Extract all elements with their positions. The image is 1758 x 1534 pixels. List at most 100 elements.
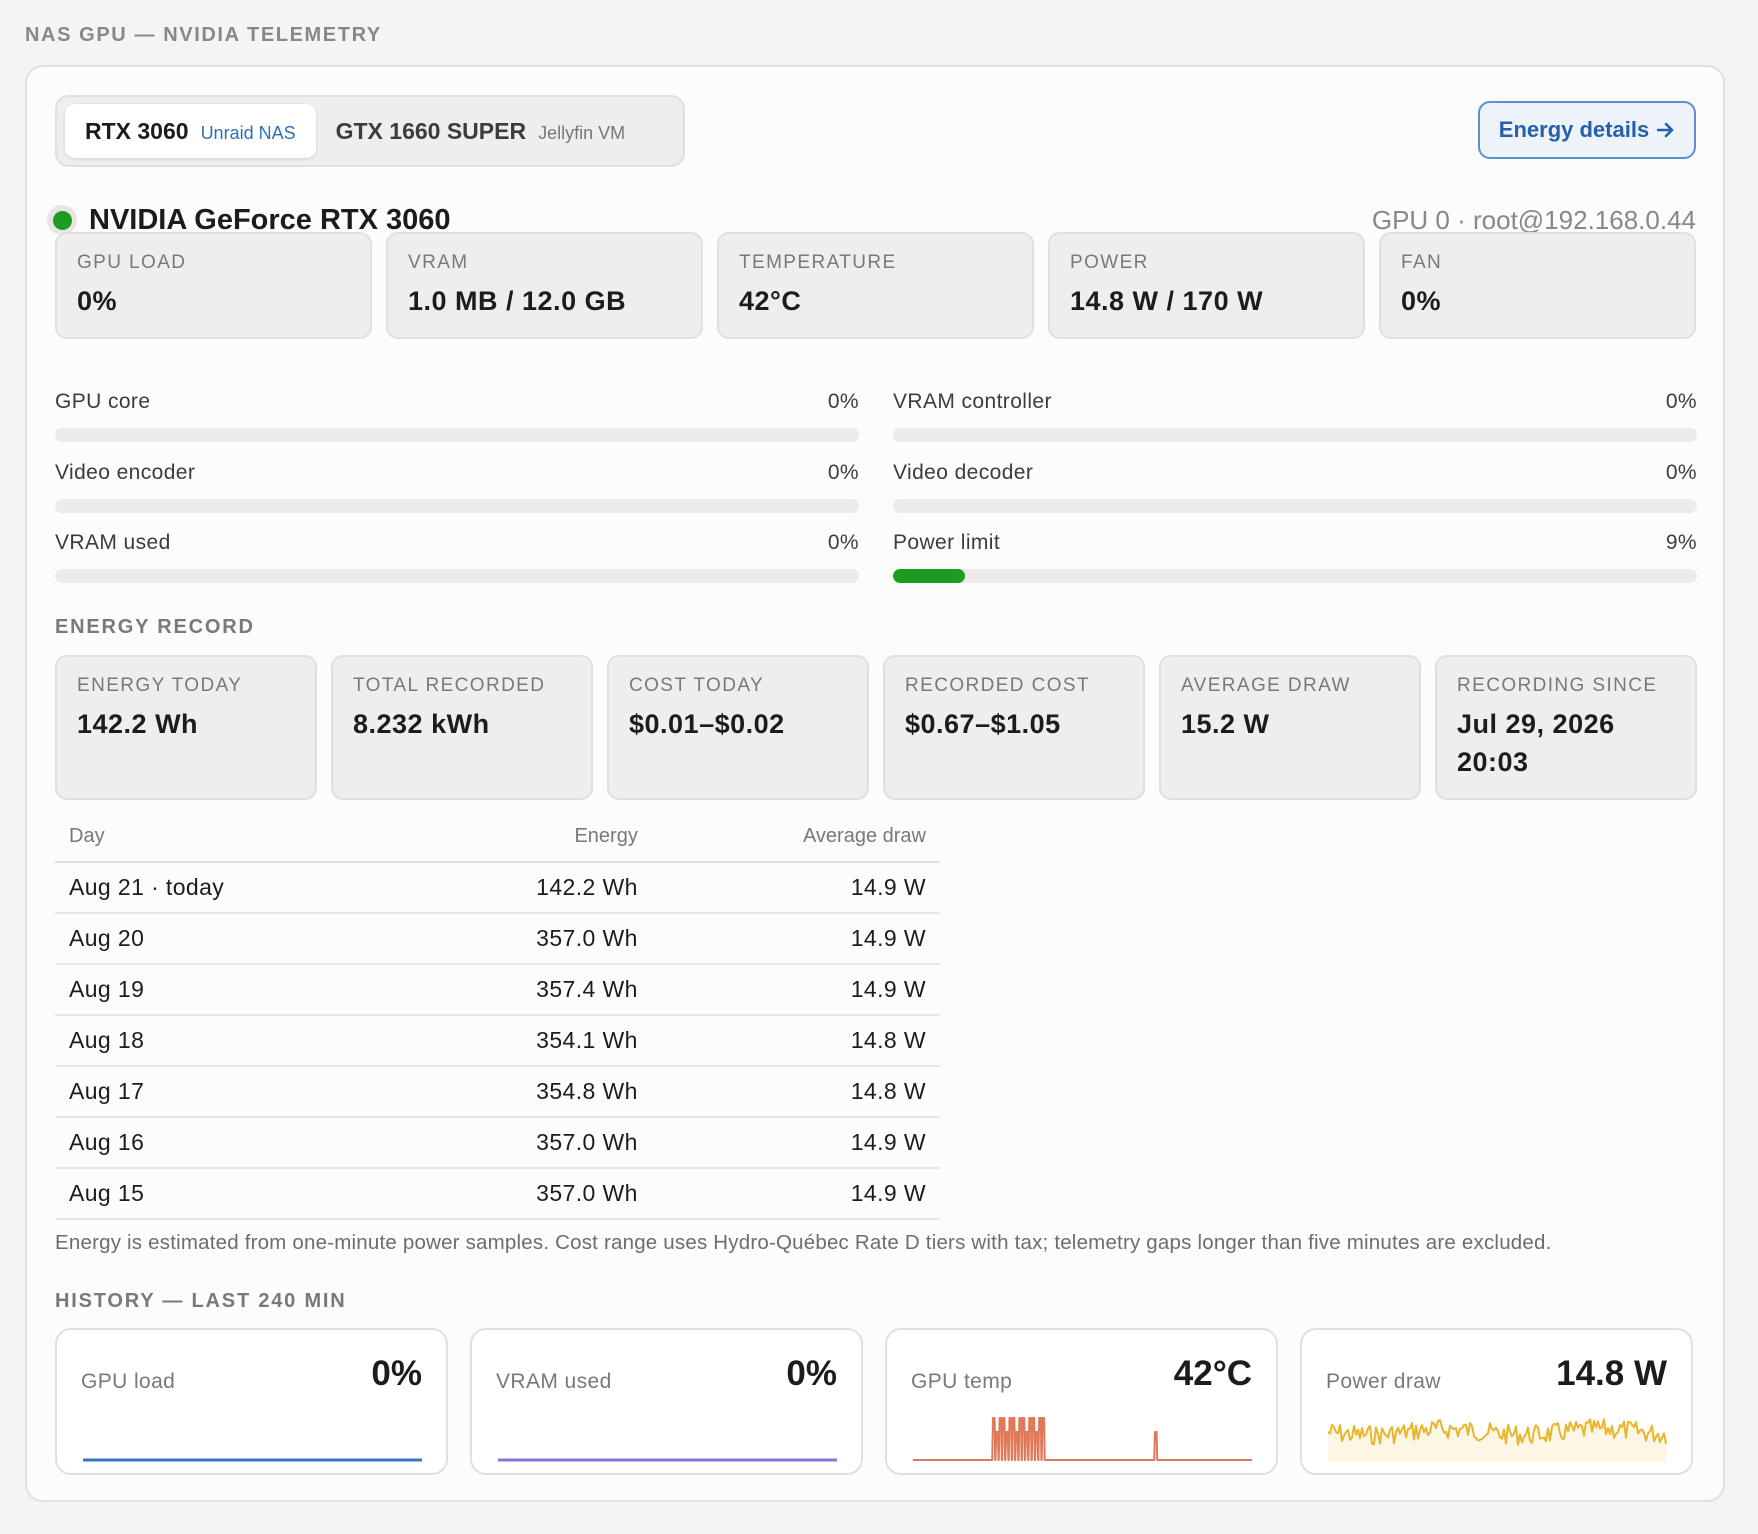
bar-label: Video encoder <box>55 461 196 484</box>
history-cards: GPU load 0% VRAM used 0% GPU temp 42°C P… <box>55 1328 1693 1475</box>
bar-track <box>893 428 1697 442</box>
table-row: Aug 16 357.0 Wh 14.9 W <box>55 1117 940 1169</box>
tab-name: GTX 1660 SUPER <box>335 118 527 144</box>
bar-label: Video decoder <box>893 461 1034 484</box>
power-draw-sparkline <box>1328 1418 1667 1462</box>
table-row: Aug 15 357.0 Wh 14.9 W <box>55 1168 940 1220</box>
cell-average-draw: 14.8 W <box>651 1066 940 1118</box>
stat-value: 8.232 kWh <box>353 709 490 739</box>
cell-day: Aug 15 <box>55 1168 405 1220</box>
bar-track <box>893 569 1697 583</box>
page-title: NAS GPU — NVIDIA TELEMETRY <box>25 24 382 46</box>
gpu-host: GPU 0 · root@192.168.0.44 <box>1371 204 1696 235</box>
stat-label: TEMPERATURE <box>739 252 897 273</box>
column-header-average-draw: Average draw <box>651 812 940 863</box>
cell-average-draw: 14.9 W <box>651 1168 940 1220</box>
bar-value: 9% <box>1665 531 1697 554</box>
gpu-panel: RTX 3060 Unraid NAS GTX 1660 SUPER Jelly… <box>25 65 1725 1502</box>
cell-energy: 357.0 Wh <box>404 1117 652 1169</box>
bar-video-decoder: Video decoder 0% <box>893 461 1697 513</box>
cell-energy: 357.0 Wh <box>404 913 652 965</box>
cell-energy: 357.0 Wh <box>404 1168 652 1220</box>
cell-average-draw: 14.9 W <box>651 913 940 965</box>
cell-average-draw: 14.9 W <box>651 1117 940 1169</box>
bar-track <box>55 499 859 513</box>
energy-card-average-draw: AVERAGE DRAW 15.2 W <box>1159 655 1421 800</box>
cell-day: Aug 16 <box>55 1117 405 1169</box>
gpu-header: NVIDIA GeForce RTX 3060 GPU 0 · root@192… <box>47 195 1696 245</box>
stat-value: 14.8 W / 170 W <box>1070 286 1264 316</box>
cell-day: Aug 17 <box>55 1066 405 1118</box>
stat-label: TOTAL RECORDED <box>353 675 546 696</box>
spark-label: Power draw <box>1326 1370 1441 1393</box>
bar-vram-controller: VRAM controller 0% <box>893 390 1697 442</box>
spark-value: 0% <box>371 1354 422 1393</box>
stat-label: VRAM <box>408 252 469 273</box>
history-card-power-draw: Power draw 14.8 W <box>1300 1328 1693 1475</box>
energy-details-button[interactable]: Energy details <box>1478 101 1696 159</box>
column-header-energy: Energy <box>404 812 652 863</box>
bar-value: 0% <box>827 531 859 554</box>
cell-day: Aug 19 <box>55 964 405 1016</box>
bar-track <box>55 569 859 583</box>
stat-card-power: POWER 14.8 W / 170 W <box>1048 232 1365 339</box>
arrow-right-icon <box>1657 122 1674 138</box>
tab-gtx-1660-super[interactable]: GTX 1660 SUPER Jellyfin VM <box>316 104 646 158</box>
history-card-gpu-temp: GPU temp 42°C <box>885 1328 1278 1475</box>
spark-label: GPU load <box>81 1370 176 1393</box>
bar-value: 0% <box>1665 461 1697 484</box>
bar-track <box>893 499 1697 513</box>
stat-card-vram: VRAM 1.0 MB / 12.0 GB <box>386 232 703 339</box>
tab-rtx-3060[interactable]: RTX 3060 Unraid NAS <box>65 104 316 158</box>
stat-label: GPU LOAD <box>77 252 187 273</box>
tab-host: Jellyfin VM <box>538 123 626 143</box>
gpu-temp-sparkline <box>913 1417 1252 1461</box>
stat-value: 0% <box>77 286 118 316</box>
stat-card-temperature: TEMPERATURE 42°C <box>717 232 1034 339</box>
table-row: Aug 20 357.0 Wh 14.9 W <box>55 913 940 965</box>
spark-label: VRAM used <box>496 1370 612 1393</box>
energy-card-cost-today: COST TODAY $0.01–$0.02 <box>607 655 869 800</box>
status-online-icon <box>47 205 77 235</box>
cell-day: Aug 18 <box>55 1015 405 1067</box>
energy-cards: ENERGY TODAY 142.2 Wh TOTAL RECORDED 8.2… <box>55 655 1697 800</box>
bar-vram-used: VRAM used 0% <box>55 531 859 583</box>
cell-average-draw: 14.9 W <box>651 862 940 914</box>
history-card-gpu-load: GPU load 0% <box>55 1328 448 1475</box>
stat-value: $0.67–$1.05 <box>905 709 1061 739</box>
table-row: Aug 21 · today 142.2 Wh 14.9 W <box>55 862 940 914</box>
cell-energy: 142.2 Wh <box>404 862 652 914</box>
spark-value: 42°C <box>1173 1354 1252 1393</box>
energy-card-total: TOTAL RECORDED 8.232 kWh <box>331 655 593 800</box>
stat-label: RECORDED COST <box>905 675 1090 696</box>
cell-energy: 354.8 Wh <box>404 1066 652 1118</box>
stat-value: 142.2 Wh <box>77 709 199 739</box>
bar-video-encoder: Video encoder 0% <box>55 461 859 513</box>
stat-card-gpu-load: GPU LOAD 0% <box>55 232 372 339</box>
spark-value: 14.8 W <box>1556 1354 1667 1393</box>
spark-label: GPU temp <box>911 1370 1013 1393</box>
vram-used-sparkline <box>498 1458 837 1462</box>
stat-label: ENERGY TODAY <box>77 675 243 696</box>
stat-value: 0% <box>1401 286 1442 316</box>
tab-name: RTX 3060 <box>85 118 189 144</box>
history-title: HISTORY — LAST 240 MIN <box>55 1290 347 1312</box>
stat-label: COST TODAY <box>629 675 765 696</box>
cell-day: Aug 20 <box>55 913 405 965</box>
cell-day: Aug 21 · today <box>55 862 405 914</box>
bar-fill <box>893 569 966 583</box>
stat-value: 15.2 W <box>1181 709 1270 739</box>
stat-value: $0.01–$0.02 <box>629 709 785 739</box>
stat-value: Jul 29, 2026 20:03 <box>1457 709 1615 777</box>
cell-average-draw: 14.9 W <box>651 964 940 1016</box>
bar-label: Power limit <box>893 531 1001 554</box>
sparkline-line <box>913 1417 1252 1461</box>
energy-card-today: ENERGY TODAY 142.2 Wh <box>55 655 317 800</box>
cell-average-draw: 14.8 W <box>651 1015 940 1067</box>
bar-value: 0% <box>827 390 859 413</box>
bar-gpu-core: GPU core 0% <box>55 390 859 442</box>
bar-track <box>55 428 859 442</box>
bar-power-limit: Power limit 9% <box>893 531 1697 583</box>
gpu-name: NVIDIA GeForce RTX 3060 <box>89 203 451 236</box>
stat-card-fan: FAN 0% <box>1379 232 1696 339</box>
